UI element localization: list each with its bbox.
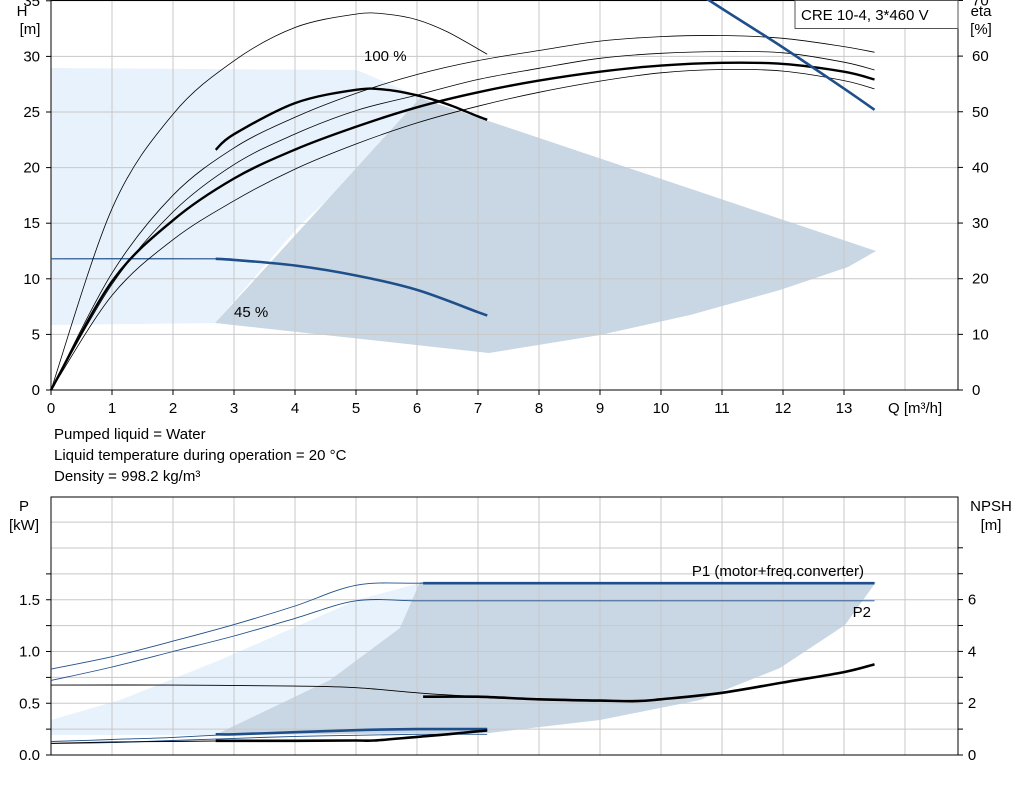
top-x-tick-label: 2 (169, 400, 177, 417)
top-y-left-tick-label: 5 (32, 326, 40, 343)
top-y-left-unit: [m] (20, 21, 41, 38)
background-layer (50, 0, 958, 755)
density-info: Density = 998.2 kg/m³ (54, 468, 201, 485)
top-operating-area-shaded (215, 98, 876, 353)
bottom-y-right-tick-label: 6 (968, 592, 976, 609)
top-x-tick-label: 11 (714, 400, 730, 417)
bottom-y-left-tick-label: 1.5 (19, 592, 40, 609)
top-x-tick-label: 10 (653, 400, 670, 417)
bottom-operating-area-shaded (215, 582, 876, 735)
top-y-right-label: eta (971, 3, 993, 20)
top-y-right-tick-label: 0 (972, 382, 980, 399)
label-100-percent: 100 % (364, 48, 407, 65)
top-x-tick-label: 1 (108, 400, 116, 417)
top-y-left-tick-label: 25 (23, 104, 40, 121)
p2-series-label: P2 (853, 604, 871, 621)
bottom-y-right-tick-label: 4 (968, 643, 976, 660)
top-x-tick-label: 7 (474, 400, 482, 417)
eta-curve-total (49, 61, 875, 391)
top-y-right-unit: [%] (970, 21, 992, 38)
h-curve-45-percent-duty (215, 257, 488, 317)
npsh-curve-duty (423, 663, 875, 703)
top-x-tick-label: 6 (413, 400, 421, 417)
top-operating-area-light (51, 68, 427, 325)
top-x-axis-label: Q [m³/h] (888, 400, 942, 417)
top-y-right-tick-label: 50 (972, 104, 989, 121)
p2-curve-45-percent (50, 733, 488, 745)
eta-curve-thin-c (50, 35, 875, 391)
top-x-tick-label: 3 (230, 400, 238, 417)
top-y-right-tick-label: 70 (972, 0, 989, 9)
bottom-operating-area-light (51, 583, 426, 735)
top-plot-frame (50, 0, 959, 391)
bottom-y-right-unit: [m] (981, 517, 1002, 534)
top-y-left-tick-label: 20 (23, 160, 40, 177)
top-y-right-tick-label: 10 (972, 326, 989, 343)
top-x-tick-label: 5 (352, 400, 360, 417)
bottom-y-left-unit: [kW] (9, 517, 39, 534)
top-x-tick-label: 13 (836, 400, 853, 417)
eta-curve-45-percent (214, 87, 488, 151)
eta-curve-thin-a (50, 68, 875, 391)
bottom-y-left-tick-label: 1.0 (19, 644, 40, 661)
product-label-box (794, 0, 959, 29)
top-y-left-tick-label: 30 (23, 48, 40, 65)
bottom-y-left-tick-label: 0.0 (19, 747, 40, 764)
bottom-y-left-label: P (19, 498, 29, 515)
top-x-tick-label: 12 (775, 400, 792, 417)
pumped-liquid-info: Pumped liquid = Water (54, 426, 206, 443)
bottom-y-right-label: NPSH (970, 498, 1012, 515)
top-y-left-tick-label: 10 (23, 271, 40, 288)
top-x-tick-label: 8 (535, 400, 543, 417)
product-label-text: CRE 10-4, 3*460 V (801, 7, 929, 24)
top-y-left-tick-label: 15 (23, 215, 40, 232)
eta-curve-45-percent-thin (50, 12, 488, 391)
top-y-left-label: H (17, 3, 28, 20)
top-y-right-tick-label: 40 (972, 159, 989, 176)
top-y-right-tick-label: 30 (972, 215, 989, 232)
h-curve-100-percent-duty (706, 0, 876, 111)
top-x-tick-label: 9 (596, 400, 604, 417)
eta-curve-thin-b (50, 51, 875, 391)
bottom-y-left-tick-label: 0.5 (19, 695, 40, 712)
top-y-left-tick-label: 35 (23, 0, 40, 10)
top-y-left-tick-label: 0 (32, 382, 40, 399)
bottom-y-right-tick-label: 2 (968, 695, 976, 712)
p2-curve (50, 599, 875, 681)
p1-curve-45-percent-duty (215, 727, 488, 736)
top-y-right-tick-label: 60 (972, 48, 989, 65)
npsh-curve-45-percent-duty (215, 729, 488, 743)
liquid-temperature-info: Liquid temperature during operation = 20… (54, 447, 347, 464)
bottom-y-right-tick-label: 0 (968, 747, 976, 764)
label-45-percent: 45 % (234, 304, 268, 321)
top-x-tick-label: 4 (291, 400, 299, 417)
top-y-right-tick-label: 20 (972, 271, 989, 288)
p1-series-label: P1 (motor+freq.converter) (692, 563, 864, 580)
top-x-tick-label: 0 (47, 400, 55, 417)
